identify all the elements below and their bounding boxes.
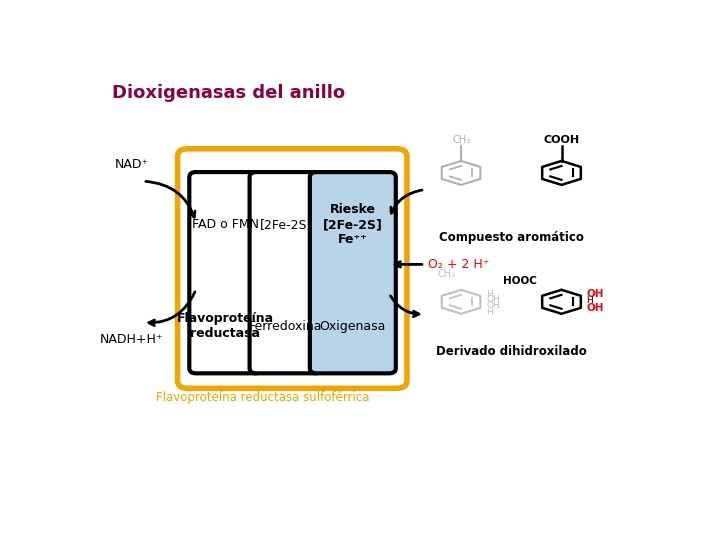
Text: Flavoproteína reductasa sulfoférrica: Flavoproteína reductasa sulfoférrica — [156, 391, 370, 404]
Text: FAD o FMN: FAD o FMN — [192, 218, 258, 231]
Text: OH: OH — [486, 301, 500, 310]
Text: OH: OH — [587, 303, 604, 313]
FancyBboxPatch shape — [250, 172, 322, 373]
Text: O₂ + 2 H⁺: O₂ + 2 H⁺ — [428, 258, 489, 271]
Text: Compuesto aromático: Compuesto aromático — [439, 231, 584, 244]
Text: CH₃: CH₃ — [452, 135, 470, 145]
FancyBboxPatch shape — [178, 149, 407, 388]
Text: COOH: COOH — [544, 135, 580, 145]
Text: HOOC: HOOC — [503, 276, 536, 286]
Text: H: H — [486, 308, 493, 316]
Text: Ferredoxina: Ferredoxina — [249, 320, 323, 333]
Text: NAD⁺: NAD⁺ — [114, 158, 149, 171]
Text: H: H — [486, 290, 493, 299]
Text: Dioxigenasas del anillo: Dioxigenasas del anillo — [112, 84, 346, 102]
Text: NADH+H⁺: NADH+H⁺ — [100, 333, 163, 346]
Text: CH₃: CH₃ — [437, 269, 456, 279]
Text: Rieske
[2Fe-2S]
Fe⁺⁺: Rieske [2Fe-2S] Fe⁺⁺ — [323, 204, 383, 246]
Text: Derivado dihidroxilado: Derivado dihidroxilado — [436, 346, 587, 359]
FancyBboxPatch shape — [189, 172, 261, 373]
Text: Flavoproteína
reductasa: Flavoproteína reductasa — [176, 312, 274, 340]
Text: [2Fe-2S]: [2Fe-2S] — [259, 218, 312, 231]
Text: H: H — [587, 296, 593, 305]
Text: OH: OH — [587, 289, 604, 299]
Text: OH: OH — [486, 295, 500, 304]
Text: Oxigenasa: Oxigenasa — [320, 320, 386, 333]
FancyBboxPatch shape — [310, 172, 396, 373]
